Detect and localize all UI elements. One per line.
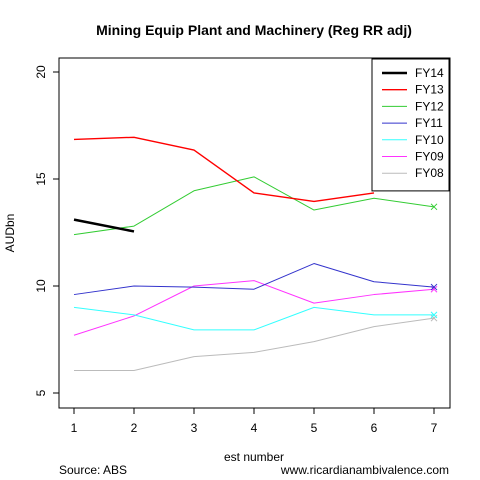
website-credit: www.ricardianambivalence.com bbox=[280, 463, 449, 477]
series-line-fy12 bbox=[73, 176, 435, 236]
x-axis: 1 2 3 4 5 6 7 bbox=[71, 407, 438, 435]
series-marker-fy11 bbox=[430, 283, 438, 291]
x-tick-label: 1 bbox=[71, 421, 78, 435]
y-tick-label: 10 bbox=[34, 279, 48, 293]
legend-label-fy08: FY08 bbox=[415, 166, 444, 180]
series-line-fy09 bbox=[73, 280, 435, 336]
x-tick-label: 5 bbox=[311, 421, 318, 435]
x-tick-label: 6 bbox=[371, 421, 378, 435]
series-layer bbox=[73, 136, 438, 372]
y-axis: 5 10 15 20 bbox=[34, 65, 60, 396]
series-marker-fy10 bbox=[430, 311, 438, 319]
chart-title: Mining Equip Plant and Machinery (Reg RR… bbox=[96, 22, 412, 38]
y-tick-label: 15 bbox=[34, 172, 48, 186]
legend-label-fy09: FY09 bbox=[415, 150, 444, 164]
legend: FY14 FY13 FY12 FY11 FY10 FY09 FY08 bbox=[371, 58, 450, 192]
x-tick-label: 2 bbox=[131, 421, 138, 435]
y-axis-label: AUDbn bbox=[3, 214, 17, 253]
legend-label-fy10: FY10 bbox=[415, 133, 444, 147]
legend-label-fy13: FY13 bbox=[415, 83, 444, 97]
series-marker-fy12 bbox=[430, 203, 438, 211]
x-tick-label: 7 bbox=[431, 421, 438, 435]
source-note: Source: ABS bbox=[59, 463, 127, 477]
series-line-fy11 bbox=[73, 263, 435, 296]
x-axis-label: est number bbox=[224, 450, 284, 464]
series-line-fy10 bbox=[73, 306, 434, 331]
series-line-fy14 bbox=[73, 218, 135, 233]
x-tick-label: 3 bbox=[191, 421, 198, 435]
legend-label-fy11: FY11 bbox=[415, 116, 443, 130]
x-tick-label: 4 bbox=[251, 421, 258, 435]
y-tick-label: 5 bbox=[34, 389, 48, 396]
legend-label-fy12: FY12 bbox=[415, 99, 444, 113]
series-marker-fy08 bbox=[430, 314, 438, 322]
legend-label-fy14: FY14 bbox=[415, 66, 444, 80]
y-tick-label: 20 bbox=[34, 65, 48, 79]
series-line-fy08 bbox=[74, 317, 435, 372]
legend-box bbox=[371, 58, 450, 192]
series-line-fy13 bbox=[73, 136, 375, 203]
